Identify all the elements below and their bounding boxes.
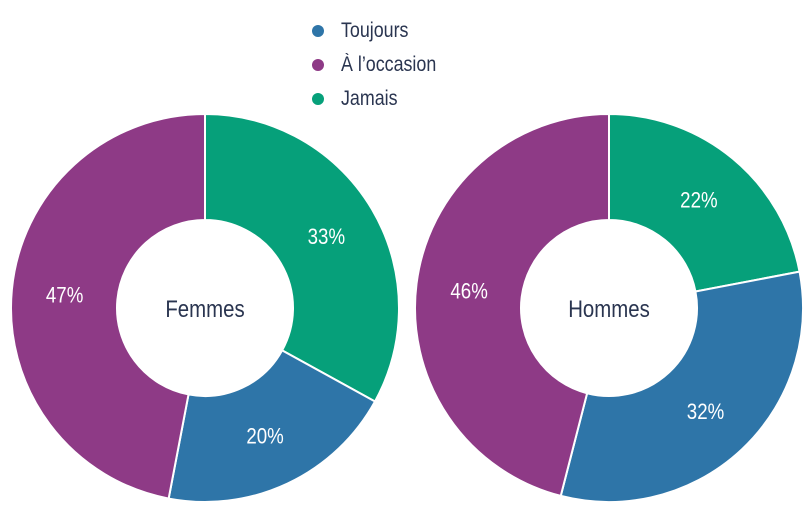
slice-label-femmes-1: 20% <box>246 425 283 449</box>
legend-item-occasion: À l’occasion <box>312 48 453 82</box>
slice-femmes-1 <box>167 349 377 503</box>
slice-label-hommes-0: 22% <box>680 189 717 213</box>
legend-swatch-jamais <box>312 93 324 105</box>
legend-swatch-occasion <box>312 59 324 71</box>
slice-hommes-2 <box>414 112 610 498</box>
slice-label-femmes-0: 33% <box>308 226 345 250</box>
legend-label-jamais: Jamais <box>341 87 398 110</box>
legend-item-jamais: Jamais <box>312 82 453 116</box>
slice-hommes-0 <box>608 112 801 293</box>
legend-label-occasion: À l’occasion <box>341 53 437 76</box>
slice-label-femmes-2: 47% <box>46 284 83 308</box>
slice-label-hommes-1: 32% <box>687 400 724 424</box>
legend-item-toujours: Toujours <box>312 14 453 48</box>
center-label-hommes: Hommes <box>568 295 650 322</box>
center-label-femmes: Femmes <box>165 295 244 322</box>
slice-label-hommes-2: 46% <box>450 280 487 304</box>
slice-femmes-0 <box>204 112 400 403</box>
slice-femmes-2 <box>10 112 206 500</box>
legend-swatch-toujours <box>312 25 324 37</box>
legend-label-toujours: Toujours <box>341 19 409 42</box>
slice-hommes-1 <box>559 270 804 503</box>
legend: Toujours À l’occasion Jamais <box>312 14 453 116</box>
